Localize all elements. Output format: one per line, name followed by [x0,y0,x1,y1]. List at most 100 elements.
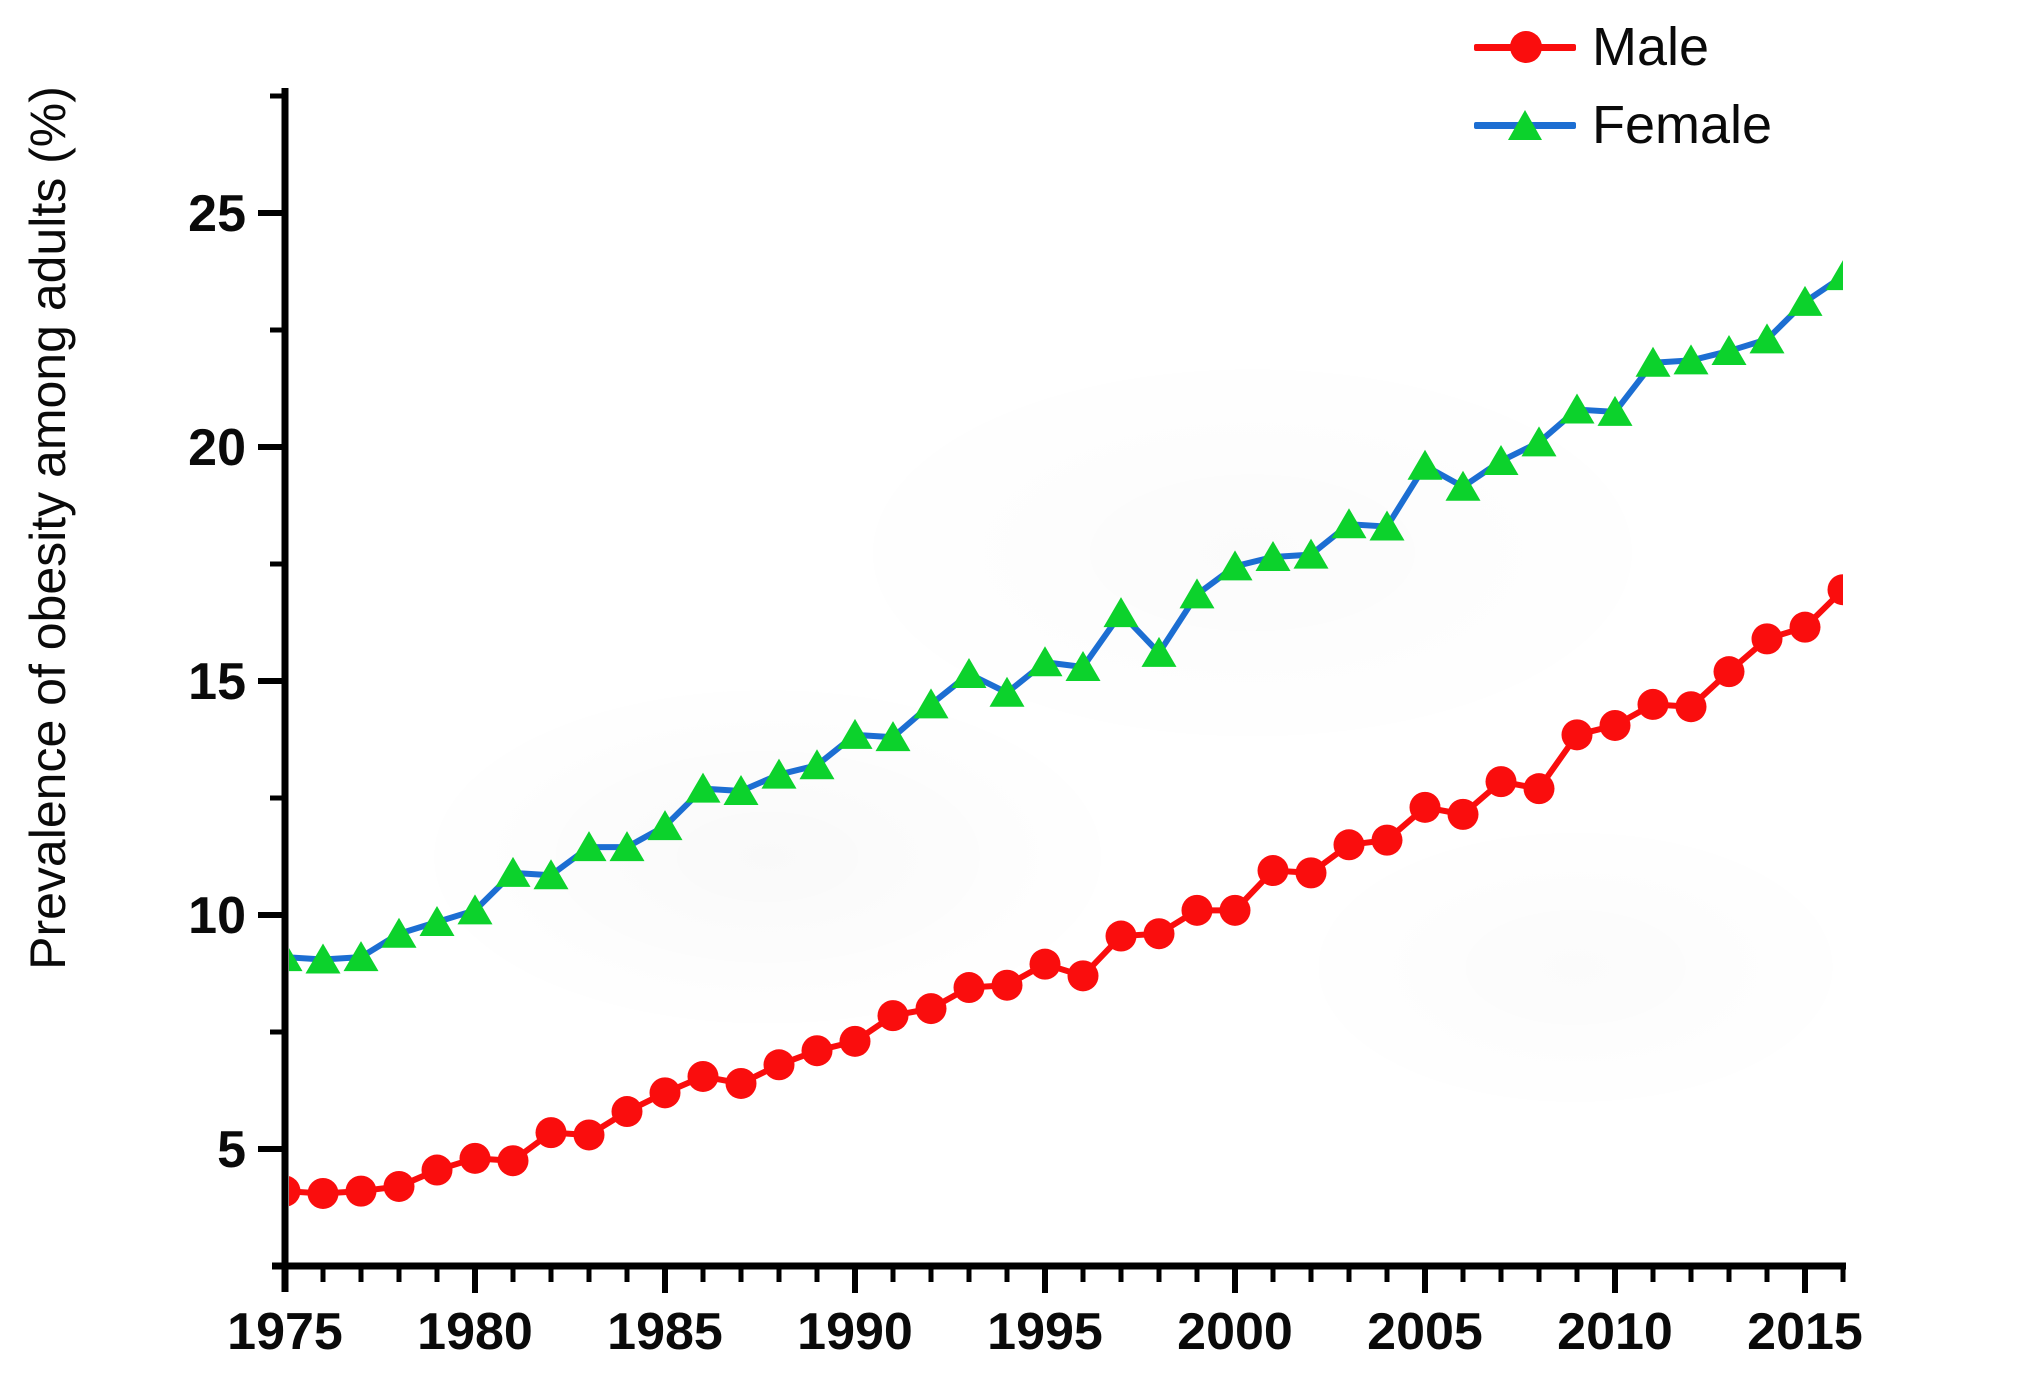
male-point [1029,948,1061,980]
x-tick-label: 2005 [1367,1303,1483,1361]
female-point [1407,449,1443,480]
male-point [953,972,985,1004]
male-point [725,1067,757,1099]
male-point [1371,824,1403,856]
plot-area [289,260,1843,1209]
male-point [289,1176,301,1207]
female-point [761,758,797,789]
male-point [839,1025,871,1057]
female-point [1749,323,1785,354]
male-point [649,1077,681,1109]
male-points [289,574,1843,1209]
female-point [1293,538,1329,569]
female-point [289,947,303,972]
female-point [1825,260,1843,291]
legend-item-female: Female [1474,86,1772,164]
female-point [837,718,873,749]
female-point [913,688,949,719]
male-point [611,1096,643,1128]
male-point [535,1117,567,1149]
y-tick-label: 20 [188,419,246,477]
male-point [1751,623,1783,655]
x-tick-label: 2000 [1177,1303,1293,1361]
male-point [1067,960,1099,992]
female-point [1331,508,1367,539]
female-point [1559,393,1595,424]
male-point [763,1049,795,1081]
female-point [1103,597,1139,628]
female-point [1141,636,1177,667]
female-point [1255,540,1291,571]
male-point [1409,791,1441,823]
female-point [799,749,835,780]
female-point [571,831,607,862]
male-line [289,586,1843,1197]
y-axis-title: Prevalence of obesity among adults (%) [20,86,76,970]
female-point [1597,395,1633,426]
female-line [289,273,1843,963]
x-tick-label: 2015 [1747,1303,1863,1361]
male-point [1295,857,1327,889]
male-point [1257,855,1289,887]
male-point [1105,920,1137,952]
male-point [1485,766,1517,798]
tick-labels: 5 10 15 20 25 1975 1980 1985 1990 1995 2000 2005 201… [188,185,1863,1361]
x-tick-label: 2010 [1557,1303,1673,1361]
male-point [877,1000,909,1032]
y-tick-label: 10 [188,887,246,945]
female-point [951,657,987,688]
female-point [647,810,683,841]
female-point [305,943,341,974]
male-point [1713,656,1745,688]
female-point [1711,335,1747,366]
male-point [1637,688,1669,720]
female-point [1673,344,1709,375]
male-point [1827,574,1843,606]
male-point [1561,719,1593,751]
x-tick-label: 1990 [797,1303,913,1361]
female-point [723,774,759,805]
female-point [1521,426,1557,457]
legend-label-female: Female [1592,95,1773,155]
male-point [801,1035,833,1067]
legend: Male Female [1474,8,1772,164]
female-point [875,721,911,752]
male-point [687,1060,719,1092]
x-tick-label: 1995 [987,1303,1103,1361]
male-circle-marker-icon [1510,31,1542,63]
female-points [289,260,1843,974]
female-triangle-marker-icon [1508,110,1542,140]
male-point [497,1145,529,1177]
male-point [915,993,947,1025]
x-tick-label: 1980 [417,1303,533,1361]
female-point [419,906,455,937]
female-point [1179,578,1215,609]
male-point [1789,611,1821,643]
female-point [609,831,645,862]
male-point [991,969,1023,1001]
female-point [381,917,417,948]
male-point [459,1142,491,1174]
female-point [1635,346,1671,377]
legend-item-male: Male [1474,8,1772,86]
male-point [383,1170,415,1202]
male-point [1523,773,1555,805]
male-point [307,1177,339,1209]
male-point [1599,709,1631,741]
male-point [573,1119,605,1151]
male-legend-swatch [1474,30,1576,64]
male-point [1143,918,1175,950]
female-point [1027,646,1063,677]
female-point [1065,650,1101,681]
female-point [1787,285,1823,316]
y-tick-label: 25 [188,185,246,243]
male-point [1181,894,1213,926]
female-point [533,859,569,890]
male-point [345,1175,377,1207]
x-tick-label: 1985 [607,1303,723,1361]
female-point [989,676,1025,707]
x-tick-label: 1975 [227,1303,343,1361]
male-point [421,1154,453,1186]
